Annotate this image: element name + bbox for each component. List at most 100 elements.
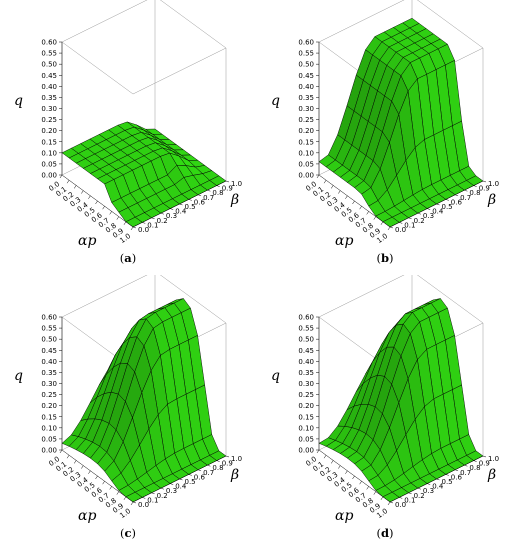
alpha-p-tick [338, 190, 341, 194]
beta-tick [198, 194, 202, 197]
beta-tick-label: 0.9 [222, 460, 233, 468]
beta-tick [473, 460, 477, 462]
alpha-p-tick [387, 226, 391, 231]
alpha-p-tick [95, 475, 98, 480]
beta-tick [445, 474, 449, 476]
z-axis-label: q [14, 93, 23, 109]
beta-axis-label: β [487, 467, 496, 483]
alpha-p-tick [330, 460, 334, 464]
box-edge [160, 0, 227, 49]
beta-tick [455, 469, 459, 472]
beta-tick [160, 212, 164, 215]
beta-tick-label: 0.6 [451, 473, 463, 481]
alpha-p-tick [81, 465, 84, 469]
beta-tick [207, 189, 211, 192]
z-tick-label: 0.05 [298, 160, 314, 168]
beta-tick-label: 0.7 [203, 194, 214, 202]
surface [318, 298, 484, 503]
beta-tick [151, 492, 155, 495]
beta-tick [188, 474, 192, 476]
z-axis: 0.60 0.55 0.50 0.45 0.40 0.35 0.30 0.25 0.20 0.15… [14, 314, 63, 455]
alpha-p-tick [59, 174, 63, 179]
z-tick-label: 0.25 [41, 116, 57, 124]
beta-tick-label: 0.9 [222, 185, 233, 193]
alpha-p-tick [116, 216, 120, 220]
z-tick-label: 0.20 [298, 402, 314, 410]
z-tick-label: 0.55 [41, 50, 57, 58]
z-tick-label: 0.35 [298, 94, 314, 102]
beta-axis-label: β [230, 467, 239, 483]
beta-tick-label: 0.2 [157, 492, 168, 500]
beta-tick-label: 0.4 [175, 208, 187, 216]
beta-tick-label: 0.5 [442, 478, 453, 486]
alpha-p-tick [359, 481, 362, 485]
beta-tick [417, 487, 421, 490]
alpha-p-tick [316, 449, 320, 454]
z-tick-label: 0.10 [41, 149, 57, 157]
beta-tick-label: 0.8 [212, 189, 223, 197]
beta-tick [132, 501, 137, 504]
panel-caption: (a) [120, 251, 136, 265]
z-tick-label: 0.25 [41, 391, 57, 399]
z-tick-label: 0.60 [41, 314, 57, 322]
z-tick-label: 0.05 [41, 435, 57, 443]
alpha-p-tick [59, 449, 63, 454]
panel-caption: (b) [376, 251, 393, 265]
alpha-p-tick [366, 486, 369, 490]
z-tick-label: 0.10 [41, 424, 57, 432]
beta-tick [170, 208, 174, 210]
surface [318, 17, 484, 228]
alpha-p-tick [352, 475, 355, 480]
alpha-p-tick [130, 501, 134, 506]
alpha-p-tick [66, 455, 70, 459]
beta-tick [482, 455, 487, 458]
alpha-p-tick [345, 470, 348, 474]
beta-tick [389, 501, 394, 504]
beta-axis-label: β [487, 192, 496, 208]
beta-tick-label: 0.5 [185, 203, 196, 211]
beta-tick [225, 180, 230, 183]
alpha-p-tick [359, 206, 362, 210]
beta-tick [389, 226, 394, 229]
alpha-p-tick [352, 200, 355, 205]
alpha-p-axis-label: αp [78, 508, 96, 524]
z-tick-label: 0.15 [41, 138, 57, 146]
z-axis: 0.60 0.55 0.50 0.45 0.40 0.35 0.30 0.25 0.20 0.15… [271, 39, 320, 180]
z-tick-label: 0.40 [298, 83, 314, 91]
z-tick-label: 0.60 [298, 39, 314, 47]
surface-plot-c: 0.60 0.55 0.50 0.45 0.40 0.35 0.30 0.25 0.20 0.15… [14, 275, 242, 540]
z-tick-label: 0.30 [298, 105, 314, 113]
beta-tick [399, 497, 403, 499]
box-edge [61, 41, 134, 95]
beta-tick [188, 199, 192, 201]
alpha-p-tick [123, 496, 127, 500]
beta-tick-label: 0.8 [469, 464, 480, 472]
beta-tick [455, 194, 459, 197]
beta-tick [179, 478, 183, 481]
z-tick-label: 0.20 [298, 127, 314, 135]
z-axis-label: q [14, 368, 23, 384]
z-tick-label: 0.45 [41, 347, 57, 355]
z-tick-label: 0.25 [298, 116, 314, 124]
beta-tick [399, 222, 403, 224]
z-tick-label: 0.45 [298, 72, 314, 80]
z-tick-label: 0.00 [298, 447, 314, 455]
surface-plot-b: 0.60 0.55 0.50 0.45 0.40 0.35 0.30 0.25 0.20 0.15… [271, 0, 499, 265]
beta-tick-label: 0.6 [194, 473, 206, 481]
z-tick-label: 0.60 [41, 39, 57, 47]
alpha-p-tick [81, 190, 84, 194]
box-edge [132, 47, 227, 95]
alpha-p-tick [373, 216, 377, 220]
z-tick-label: 0.20 [41, 402, 57, 410]
z-axis: 0.60 0.55 0.50 0.45 0.40 0.35 0.30 0.25 0.20 0.15… [271, 314, 320, 455]
beta-tick [225, 455, 230, 458]
panel-caption: (d) [376, 526, 393, 540]
z-tick-label: 0.55 [298, 50, 314, 58]
alpha-p-tick [345, 195, 348, 199]
z-tick-label: 0.40 [41, 358, 57, 366]
alpha-p-tick [66, 180, 70, 184]
beta-tick [417, 212, 421, 215]
beta-tick [436, 203, 440, 206]
beta-tick [170, 483, 174, 485]
beta-tick-label: 1.0 [231, 455, 242, 463]
